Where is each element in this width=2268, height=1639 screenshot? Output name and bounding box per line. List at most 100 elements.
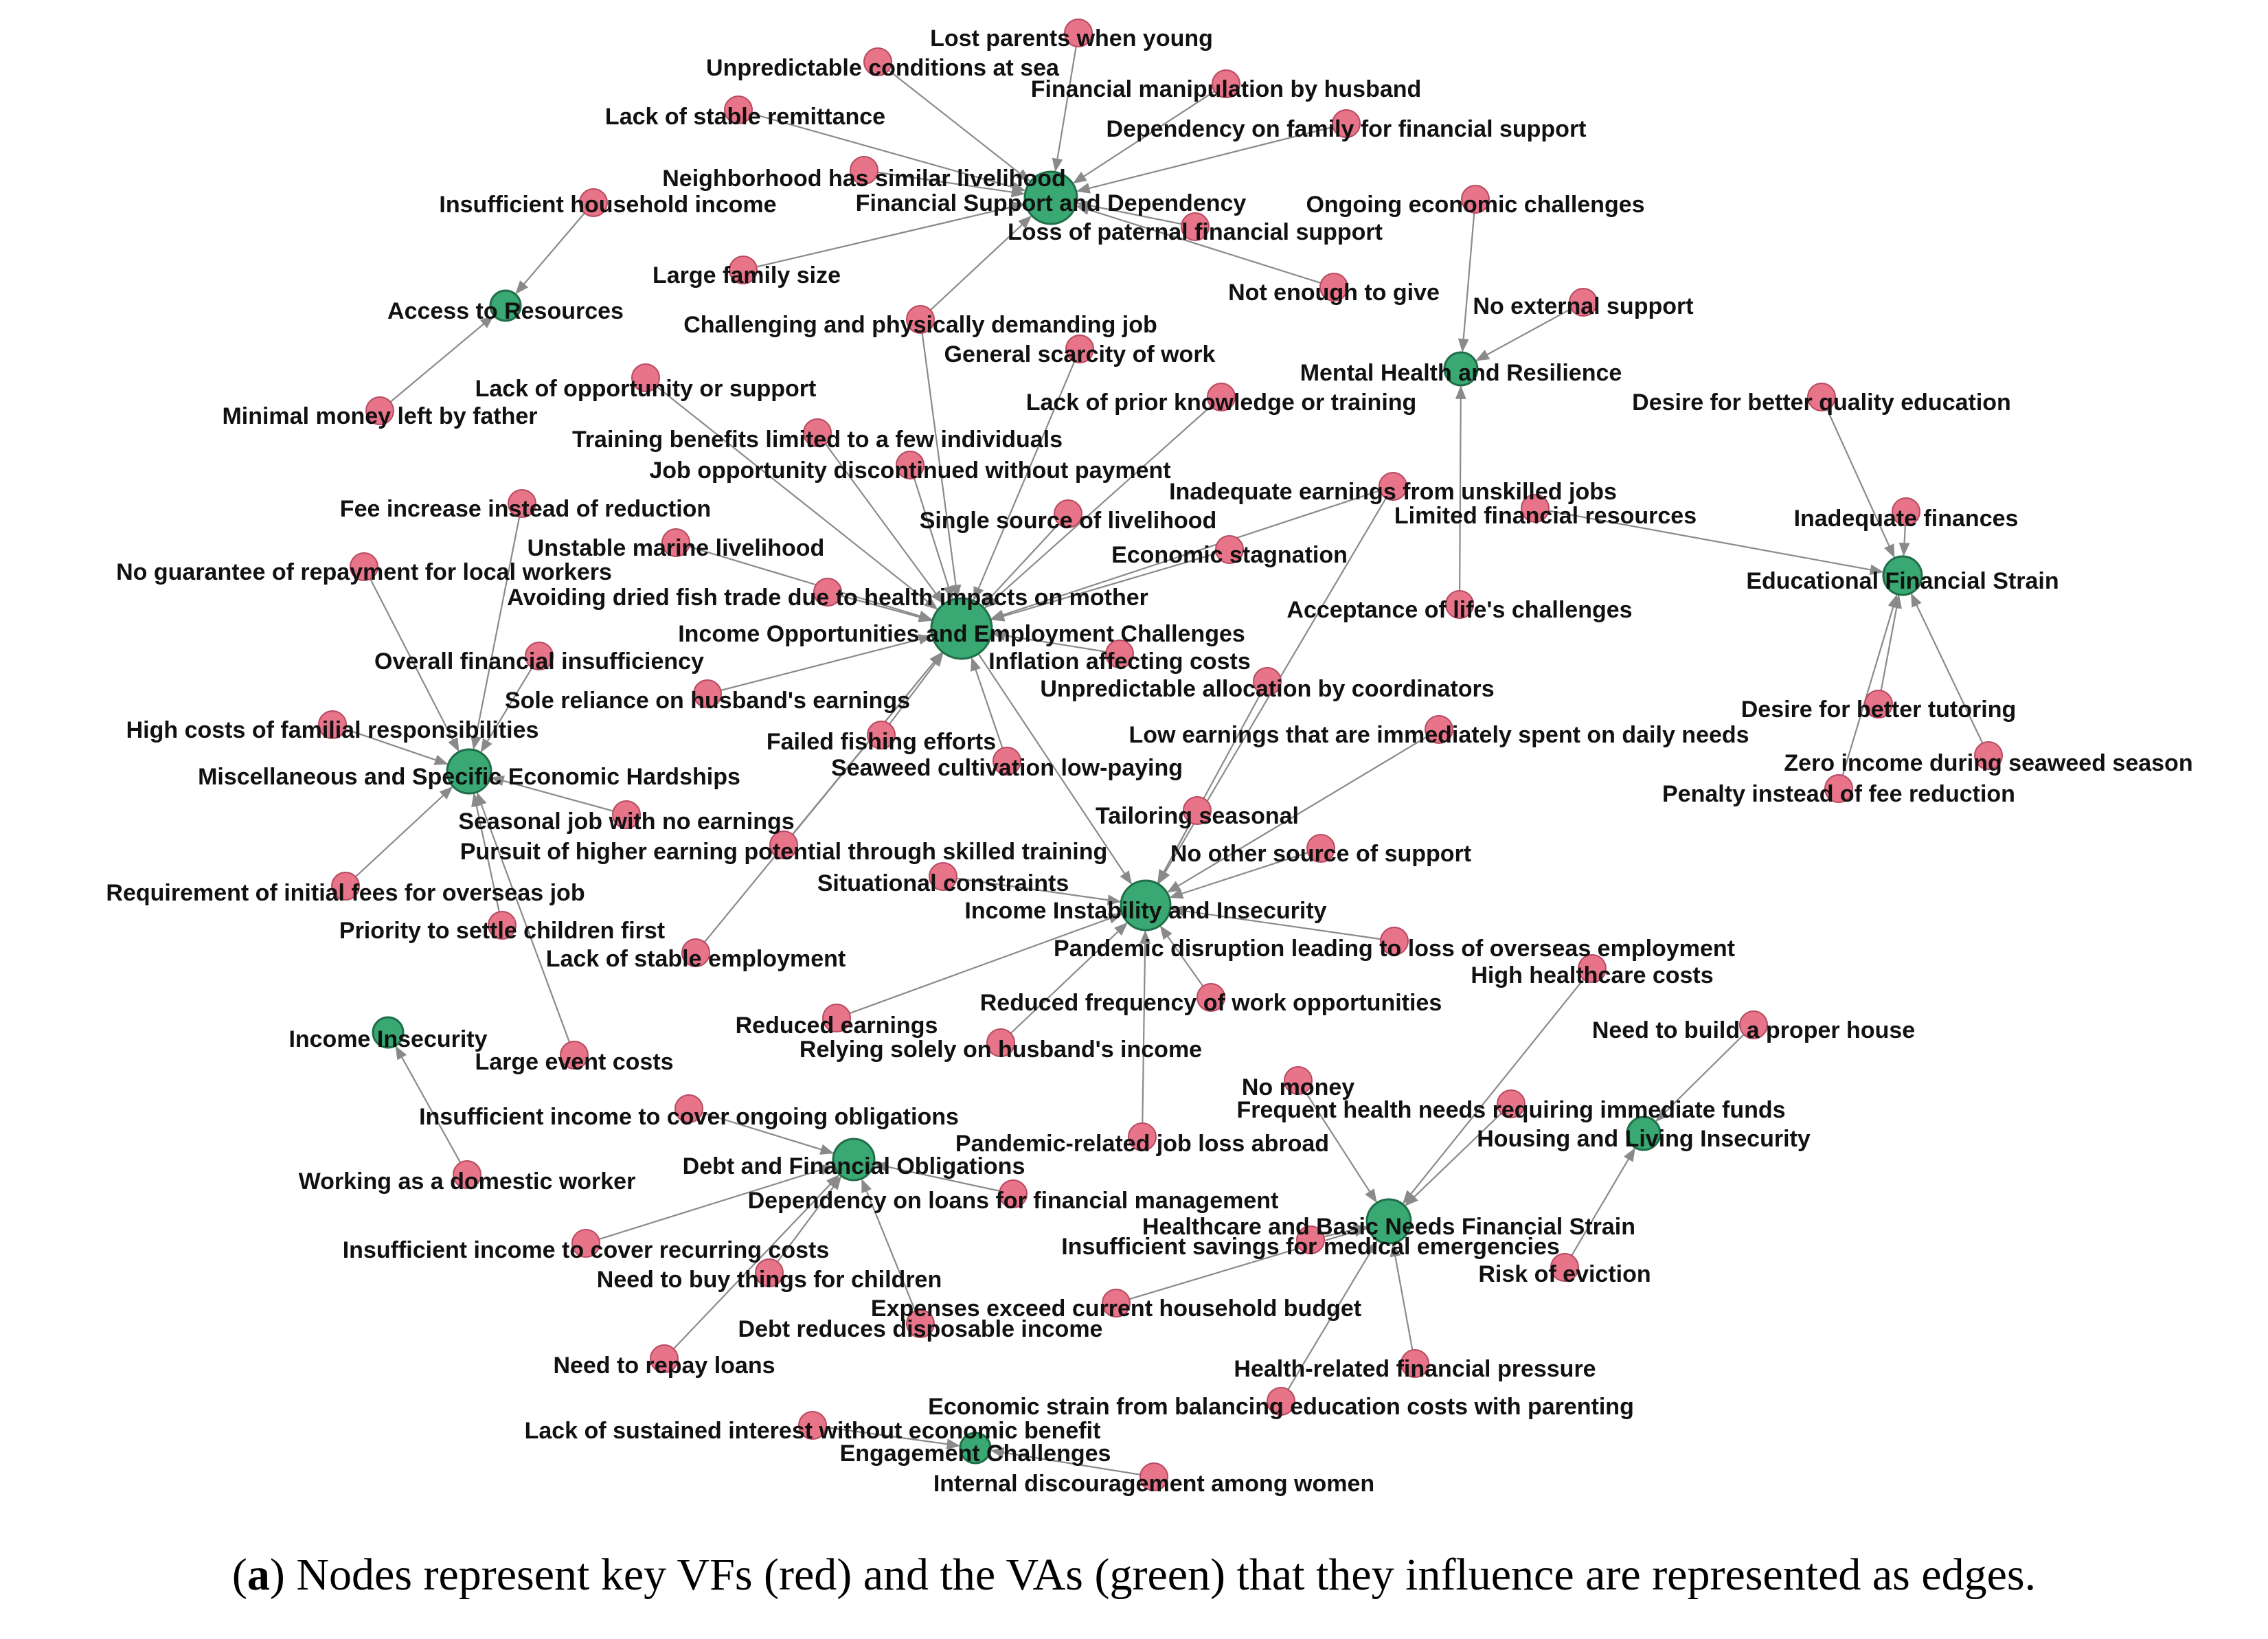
vf-node-v46 bbox=[929, 862, 957, 891]
edge-v46-iii bbox=[942, 875, 1122, 905]
node-label-v49: Lack of stable employment bbox=[546, 946, 846, 972]
edge-v14-ioe bbox=[973, 348, 1081, 601]
edge-v71-hbn bbox=[1280, 1240, 1378, 1402]
vf-node-v28 bbox=[350, 552, 378, 581]
node-label-v69: Need to repay loans bbox=[553, 1353, 775, 1379]
node-label-v4: Lack of stable remittance bbox=[605, 104, 885, 130]
edge-v20-ioe bbox=[909, 464, 954, 600]
node-label-v14: General scarcity of work bbox=[944, 341, 1216, 368]
node-label-iii: Income Instability and Insecurity bbox=[964, 898, 1326, 924]
node-label-v58: Insufficient income to cover ongoing obl… bbox=[419, 1104, 959, 1130]
node-label-v2: Unpredictable conditions at sea bbox=[706, 55, 1060, 81]
node-label-v56: Large event costs bbox=[475, 1049, 673, 1075]
caption-close: ) bbox=[269, 1550, 285, 1600]
edge-v11-fsd bbox=[1076, 204, 1335, 289]
edge-v34-ioe bbox=[707, 634, 933, 695]
edge-v41-efs bbox=[1837, 594, 1898, 789]
node-label-v42: Tailoring seasonal bbox=[1096, 803, 1299, 829]
edge-v9-fsd bbox=[1076, 200, 1196, 228]
edge-v60-iii bbox=[1139, 930, 1151, 1138]
vf-node-v27 bbox=[1215, 535, 1244, 564]
vf-node-v18 bbox=[365, 396, 394, 425]
node-label-v15: Lack of opportunity or support bbox=[475, 376, 817, 402]
node-label-v64: Insufficient income to cover recurring c… bbox=[343, 1237, 830, 1263]
node-label-v50: Pandemic disruption leading to loss of o… bbox=[1054, 936, 1735, 962]
vf-node-v67 bbox=[1102, 1289, 1131, 1318]
node-label-v28: No guarantee of repayment for local work… bbox=[116, 559, 612, 585]
vf-node-v55 bbox=[986, 1028, 1015, 1057]
vf-node-v54 bbox=[1739, 1010, 1768, 1039]
vf-node-v50 bbox=[1380, 927, 1409, 956]
edge-v6-fsd bbox=[863, 169, 1025, 198]
edge-v5-fsd bbox=[1076, 122, 1347, 194]
node-label-v34: Sole reliance on husband's earnings bbox=[505, 688, 910, 714]
node-label-v21: Inadequate earnings from unskilled jobs bbox=[1169, 479, 1617, 505]
node-label-v60: Pandemic-related job loss abroad bbox=[955, 1131, 1329, 1157]
node-label-v18: Minimal money left by father bbox=[222, 403, 537, 429]
node-label-v25: Inadequate finances bbox=[1794, 506, 2019, 532]
edge-v37-iii bbox=[1166, 729, 1440, 893]
vf-node-v52 bbox=[1197, 983, 1225, 1012]
vf-node-v13 bbox=[906, 305, 935, 334]
node-label-v66: Risk of eviction bbox=[1478, 1261, 1651, 1287]
vf-node-v24 bbox=[1054, 499, 1082, 528]
edge-v57-hbn bbox=[1297, 1080, 1377, 1203]
edge-v47-mse bbox=[345, 786, 453, 887]
node-label-v44: Pursuit of higher earning potential thro… bbox=[460, 839, 1108, 865]
node-label-v57: No money bbox=[1242, 1074, 1354, 1100]
vf-node-v15 bbox=[631, 363, 660, 392]
edge-v8-mhr bbox=[1458, 199, 1477, 353]
vf-node-v51 bbox=[1578, 954, 1607, 983]
edge-v54-hli bbox=[1655, 1024, 1754, 1122]
node-label-v31: Overall financial insufficiency bbox=[374, 648, 704, 675]
label-layer: Financial Support and Dependency Income O… bbox=[106, 25, 2192, 1497]
vf-node-v2 bbox=[863, 47, 892, 76]
node-label-v12: No external support bbox=[1473, 293, 1693, 319]
vf-node-v65 bbox=[755, 1258, 784, 1287]
edge-v13-ioe bbox=[919, 319, 962, 599]
vf-node-v17 bbox=[1807, 383, 1836, 411]
node-label-v29: Avoiding dried fish trade due to health … bbox=[507, 585, 1148, 611]
edge-v3-fsd bbox=[1072, 83, 1227, 184]
vf-node-v56 bbox=[560, 1041, 589, 1070]
vf-node-v41 bbox=[1824, 774, 1853, 803]
edge-v15-ioe bbox=[645, 377, 938, 610]
node-label-v54: Need to build a proper house bbox=[1592, 1017, 1915, 1043]
edge-v28-mse bbox=[363, 566, 460, 752]
edge-v49-ioe bbox=[695, 652, 943, 953]
node-label-v68: Debt reduces disposable income bbox=[738, 1316, 1103, 1342]
edge-v51-hbn bbox=[1403, 968, 1593, 1205]
vf-node-v20 bbox=[896, 451, 925, 479]
node-label-v71: Economic strain from balancing education… bbox=[928, 1394, 1634, 1420]
edge-v21-ioe bbox=[990, 485, 1394, 620]
vf-node-v23 bbox=[508, 489, 536, 518]
caption-label: a bbox=[247, 1550, 270, 1600]
edge-v73-ech bbox=[990, 1447, 1155, 1478]
vf-node-v22 bbox=[1521, 494, 1550, 523]
node-label-v19: Training benefits limited to a few indiv… bbox=[572, 427, 1063, 453]
vf-node-v31 bbox=[525, 642, 554, 670]
vf-node-v63 bbox=[1296, 1225, 1325, 1254]
va-node-ioe bbox=[930, 597, 993, 660]
caption-open: ( bbox=[231, 1550, 247, 1600]
node-label-v32: Inflation affecting costs bbox=[988, 648, 1251, 675]
node-label-v45: No other source of support bbox=[1170, 841, 1471, 867]
edge-v2-fsd bbox=[877, 61, 1031, 182]
vf-node-v14 bbox=[1065, 335, 1094, 363]
node-label-ech: Engagement Challenges bbox=[840, 1440, 1111, 1467]
vf-node-v6 bbox=[850, 156, 878, 185]
vf-node-v3 bbox=[1212, 69, 1240, 98]
edge-v16-ioe bbox=[984, 396, 1222, 609]
node-label-v11: Not enough to give bbox=[1228, 280, 1440, 306]
node-label-v8: Ongoing economic challenges bbox=[1306, 192, 1644, 218]
vf-node-v40 bbox=[993, 747, 1021, 776]
vf-node-v8 bbox=[1461, 185, 1490, 214]
vf-node-v38 bbox=[867, 721, 896, 749]
node-label-v26: Unstable marine livelihood bbox=[528, 535, 825, 561]
edge-v39-efs bbox=[1910, 593, 1989, 756]
vf-node-v70 bbox=[1401, 1349, 1429, 1378]
va-node-dfo bbox=[832, 1138, 876, 1182]
node-label-v39: Zero income during seaweed season bbox=[1784, 750, 2192, 776]
node-label-v36: Desire for better tutoring bbox=[1741, 697, 2016, 723]
edge-v24-ioe bbox=[982, 513, 1069, 607]
